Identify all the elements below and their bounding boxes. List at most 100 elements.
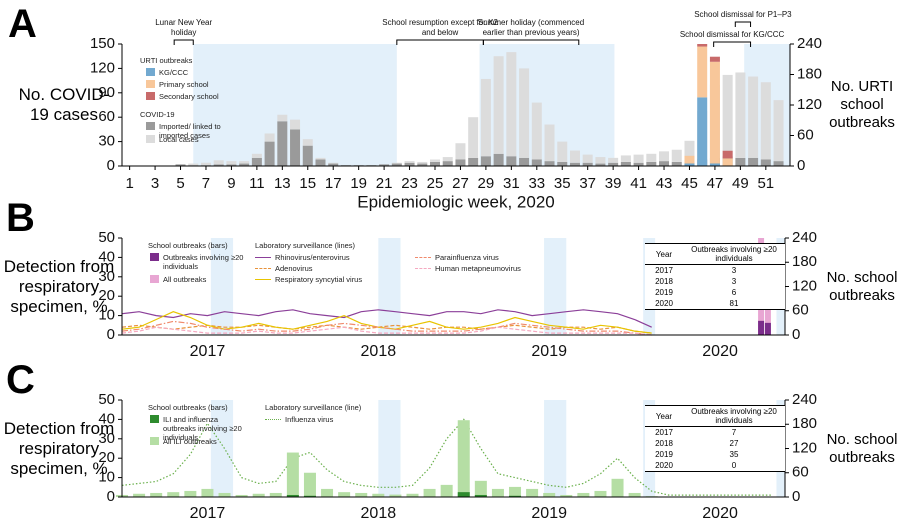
y-tick-label: 0 [107, 326, 115, 343]
bar [328, 163, 339, 166]
bar [404, 161, 415, 163]
x-tick-label: 41 [630, 175, 647, 192]
bar [722, 158, 733, 166]
bar [442, 157, 453, 162]
y2-axis-title: No. school outbreaks [826, 268, 898, 304]
bar [264, 141, 275, 166]
annotation: School dismissal for KG/CCC [679, 30, 785, 39]
bar [226, 161, 237, 165]
bar [659, 151, 670, 162]
legend-swatch [146, 92, 155, 100]
bar [175, 164, 186, 166]
x-tick-label: 31 [503, 175, 520, 192]
y2-tick-label: 120 [792, 439, 817, 456]
bar [569, 162, 580, 166]
legend-entry: Adenovirus [255, 264, 313, 273]
legend-label: All ILI outbreaks [163, 437, 217, 446]
legend-label: Adenovirus [275, 264, 313, 273]
bar [239, 163, 250, 166]
bar [480, 156, 491, 166]
x-tick-label: 2018 [361, 505, 397, 522]
bar [213, 164, 224, 166]
bar [659, 161, 670, 166]
bar [389, 494, 402, 497]
legend-entry: Parainfluenza virus [415, 253, 499, 262]
legend-title: URTI outbreaks [140, 56, 193, 65]
bar [338, 492, 351, 497]
bar [480, 78, 491, 157]
bar [633, 162, 644, 166]
bar [474, 494, 487, 497]
table-cell: 27 [729, 439, 739, 448]
bar [722, 150, 733, 159]
bar [468, 157, 479, 166]
bar [506, 156, 517, 166]
y2-axis-title: No. school outbreaks [826, 430, 898, 466]
bar [417, 161, 428, 164]
bar [491, 488, 504, 497]
x-tick-label: 17 [325, 175, 342, 192]
table-cell: 81 [729, 299, 739, 308]
legend-entry: Primary school [146, 80, 209, 89]
bar [569, 150, 580, 163]
legend-label: Local cases [159, 135, 199, 144]
x-tick-label: 35 [554, 175, 571, 192]
bar [264, 133, 275, 142]
bar [417, 163, 428, 166]
annotation: Summer holiday (commenced earlier than p… [477, 18, 585, 37]
bar [251, 153, 262, 158]
x-tick-label: 15 [299, 175, 316, 192]
bar [526, 488, 539, 497]
bar [735, 157, 746, 166]
bar [509, 495, 522, 497]
legend-label: KG/CCC [159, 68, 189, 77]
legend-label: Respiratory syncytial virus [275, 275, 363, 284]
table-row: 2020 81 [645, 298, 785, 310]
bar [544, 161, 555, 166]
legend-label: Parainfluenza virus [435, 253, 499, 262]
bar [577, 492, 590, 497]
summary-table: Year Outbreaks involving ≥20 individuals 2… [645, 405, 785, 472]
bar [671, 149, 682, 162]
table-header-cell: Outbreaks involving ≥20 individuals [691, 407, 777, 425]
y-tick-label: 40 [98, 410, 115, 427]
bar [544, 124, 555, 162]
table-cell: 2018 [655, 439, 673, 448]
y-tick-label: 120 [90, 59, 115, 76]
table-header-cell: Outbreaks involving ≥20 individuals [691, 245, 777, 263]
table-cell: 2017 [655, 428, 673, 437]
y2-tick-label: 60 [792, 464, 809, 481]
legend-label: Secondary school [159, 92, 219, 101]
bar [684, 155, 695, 164]
table-header-cell: Year [655, 411, 673, 421]
table-cell: 2019 [655, 288, 673, 297]
x-tick-label: 3 [151, 175, 159, 192]
bar [277, 121, 288, 166]
bar [239, 161, 250, 164]
legend-swatch [415, 268, 431, 269]
x-tick-label: 2020 [702, 505, 738, 522]
bar [150, 492, 163, 497]
legend-entry: All outbreaks [150, 275, 206, 284]
x-tick-label: 33 [528, 175, 545, 192]
bar [611, 478, 624, 497]
x-tick-label: 21 [376, 175, 393, 192]
legend-swatch [255, 268, 271, 269]
table-row: 2017 3 [645, 265, 785, 277]
bar [391, 163, 402, 166]
bar [201, 488, 214, 497]
bar [608, 157, 619, 163]
shaded-period [544, 238, 567, 335]
legend-title: Laboratory surveillance (line) [265, 403, 362, 412]
table-row: 2018 3 [645, 276, 785, 287]
shaded-period [378, 400, 401, 497]
bar [372, 493, 385, 497]
bar [457, 492, 470, 497]
y-tick-label: 10 [98, 307, 115, 324]
bar [709, 61, 720, 164]
table-cell: 2018 [655, 277, 673, 286]
legend-entry: Outbreaks involving ≥20 individuals [150, 253, 245, 271]
bar [684, 140, 695, 162]
bar [184, 490, 197, 497]
bar [391, 162, 402, 164]
